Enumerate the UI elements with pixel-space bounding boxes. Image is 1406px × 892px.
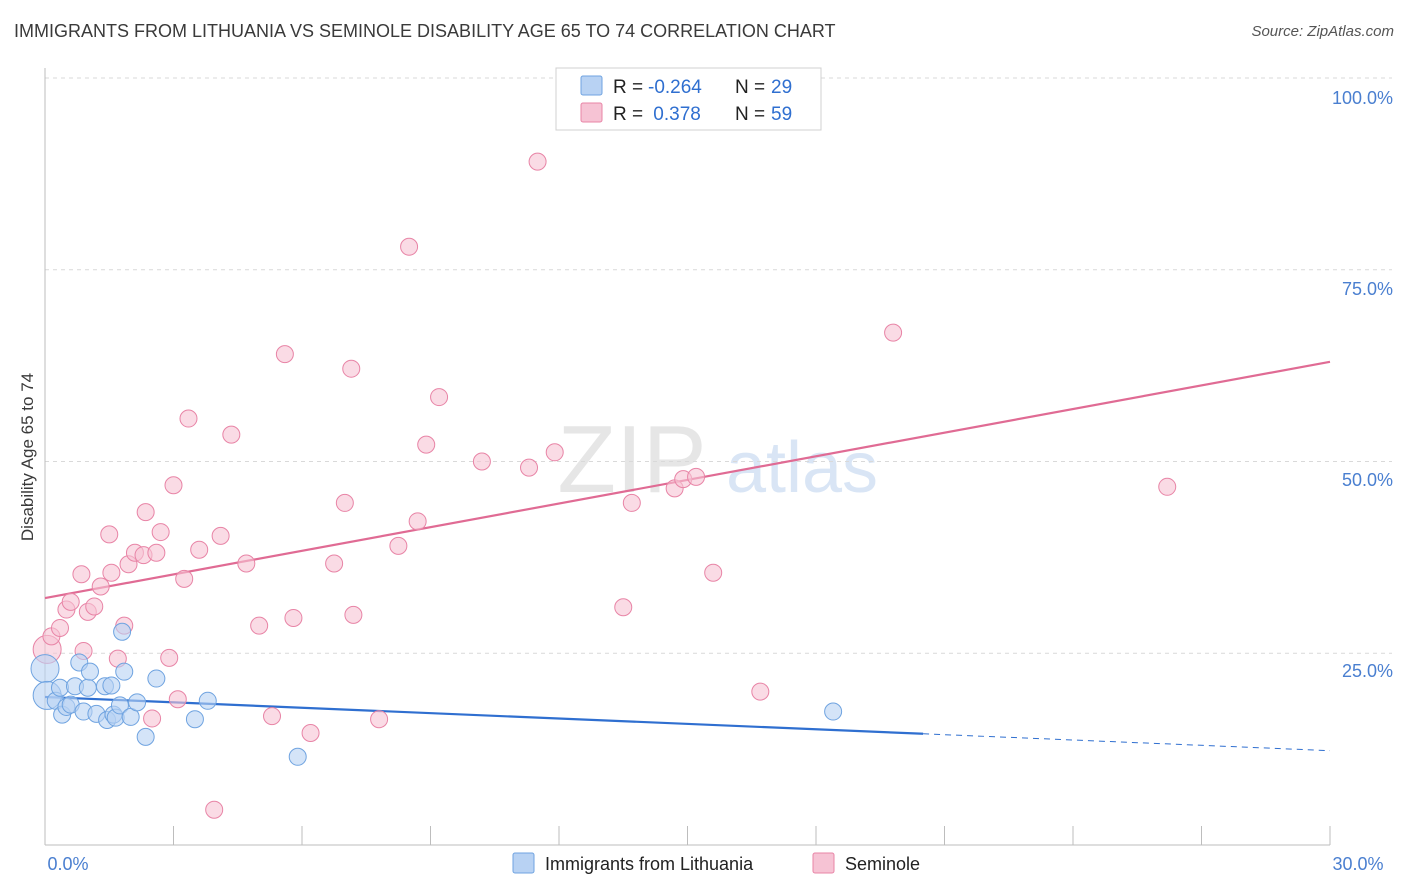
stats-r-label-lithuania: R =: [613, 77, 648, 98]
point-seminole-8: [91, 577, 110, 596]
point-seminole-31: [263, 707, 282, 726]
point-seminole-44: [430, 388, 449, 407]
stats-r-value-seminole: 0.378: [648, 104, 701, 125]
point-lithuania-22: [128, 693, 147, 712]
point-seminole-30: [250, 616, 269, 635]
y-tick-label-75: 75.0%: [1342, 279, 1393, 299]
point-seminole-17: [143, 709, 162, 728]
stats-swatch-seminole: [580, 102, 603, 123]
y-tick-label-50: 50.0%: [1342, 470, 1393, 490]
point-seminole-49: [614, 598, 633, 617]
y-tick-label-100: 100.0%: [1332, 88, 1393, 108]
point-seminole-28: [222, 425, 241, 444]
point-seminole-46: [520, 458, 539, 477]
stats-legend: R = -0.264 N = 29 R = 0.378 N = 59: [555, 67, 822, 131]
point-seminole-33: [284, 608, 303, 627]
point-lithuania-23: [136, 727, 155, 746]
point-seminole-54: [704, 563, 723, 582]
point-seminole-23: [175, 569, 194, 588]
point-seminole-34: [301, 724, 320, 743]
point-seminole-37: [342, 359, 361, 378]
point-seminole-32: [275, 345, 294, 364]
point-lithuania-11: [80, 662, 99, 681]
point-lithuania-18: [110, 696, 129, 715]
point-seminole-7: [85, 597, 104, 616]
point-seminole-50: [622, 493, 641, 512]
point-seminole-26: [205, 800, 224, 819]
source-credit: Source: ZipAtlas.com: [1251, 23, 1394, 40]
point-seminole-56: [884, 323, 903, 342]
point-seminole-25: [190, 540, 209, 559]
point-seminole-4: [61, 592, 80, 611]
point-lithuania-28: [824, 702, 843, 721]
point-seminole-2: [50, 618, 69, 637]
point-lithuania-25: [185, 710, 204, 729]
point-lithuania-19: [113, 622, 132, 641]
point-seminole-5: [72, 565, 91, 584]
stats-n-label-seminole: N =: [735, 104, 770, 125]
point-seminole-48: [545, 443, 564, 462]
point-seminole-38: [344, 605, 363, 624]
y-axis-label: Disability Age 65 to 74: [18, 373, 37, 541]
stats-r-value-lithuania: -0.264: [648, 77, 702, 98]
point-seminole-55: [751, 682, 770, 701]
x-tick-label-min: 0.0%: [47, 854, 88, 874]
point-seminole-19: [151, 523, 170, 542]
point-seminole-18: [147, 543, 166, 562]
point-lithuania-10: [78, 678, 97, 697]
point-seminole-36: [335, 493, 354, 512]
point-seminole-43: [417, 435, 436, 454]
axis-layer: [44, 68, 1331, 846]
x-tick-label-max: 30.0%: [1332, 854, 1383, 874]
point-seminole-35: [325, 554, 344, 573]
point-lithuania-15: [102, 676, 121, 695]
point-seminole-21: [164, 476, 183, 495]
stats-n-label-lithuania: N =: [735, 77, 770, 98]
legend-swatch-seminole: [812, 852, 835, 874]
point-seminole-22: [168, 690, 187, 709]
trendline-lithuania-extension: [923, 733, 1331, 752]
trendline-lithuania: [44, 695, 924, 735]
legend-label-lithuania: Immigrants from Lithuania: [545, 854, 754, 874]
legend-swatch-lithuania: [512, 852, 535, 874]
point-seminole-27: [211, 526, 230, 545]
point-seminole-42: [408, 512, 427, 531]
stats-n-value-lithuania: 29: [771, 77, 792, 98]
point-seminole-40: [389, 536, 408, 555]
legend-label-seminole: Seminole: [845, 854, 920, 874]
point-seminole-53: [687, 467, 706, 486]
point-seminole-20: [160, 648, 179, 667]
point-seminole-29: [237, 554, 256, 573]
point-lithuania-27: [288, 747, 307, 766]
y-tick-label-25: 25.0%: [1342, 661, 1393, 681]
stats-n-value-seminole: 59: [771, 104, 792, 125]
point-seminole-47: [528, 152, 547, 171]
point-layer: [30, 152, 1177, 819]
series-legend: Immigrants from Lithuania Seminole: [512, 852, 920, 874]
point-seminole-41: [400, 237, 419, 256]
point-lithuania-0: [30, 654, 60, 684]
point-seminole-10: [102, 563, 121, 582]
point-lithuania-20: [115, 662, 134, 681]
point-seminole-57: [1158, 477, 1177, 496]
point-seminole-16: [136, 503, 155, 522]
point-lithuania-3: [50, 678, 69, 697]
stats-swatch-lithuania: [580, 75, 603, 96]
chart-title: IMMIGRANTS FROM LITHUANIA VS SEMINOLE DI…: [14, 21, 836, 41]
point-lithuania-26: [198, 691, 217, 710]
stats-r-label-seminole: R =: [613, 104, 648, 125]
point-seminole-24: [179, 409, 198, 428]
point-seminole-9: [100, 525, 119, 544]
point-seminole-45: [472, 452, 491, 471]
point-lithuania-24: [147, 669, 166, 688]
point-seminole-39: [370, 710, 389, 729]
